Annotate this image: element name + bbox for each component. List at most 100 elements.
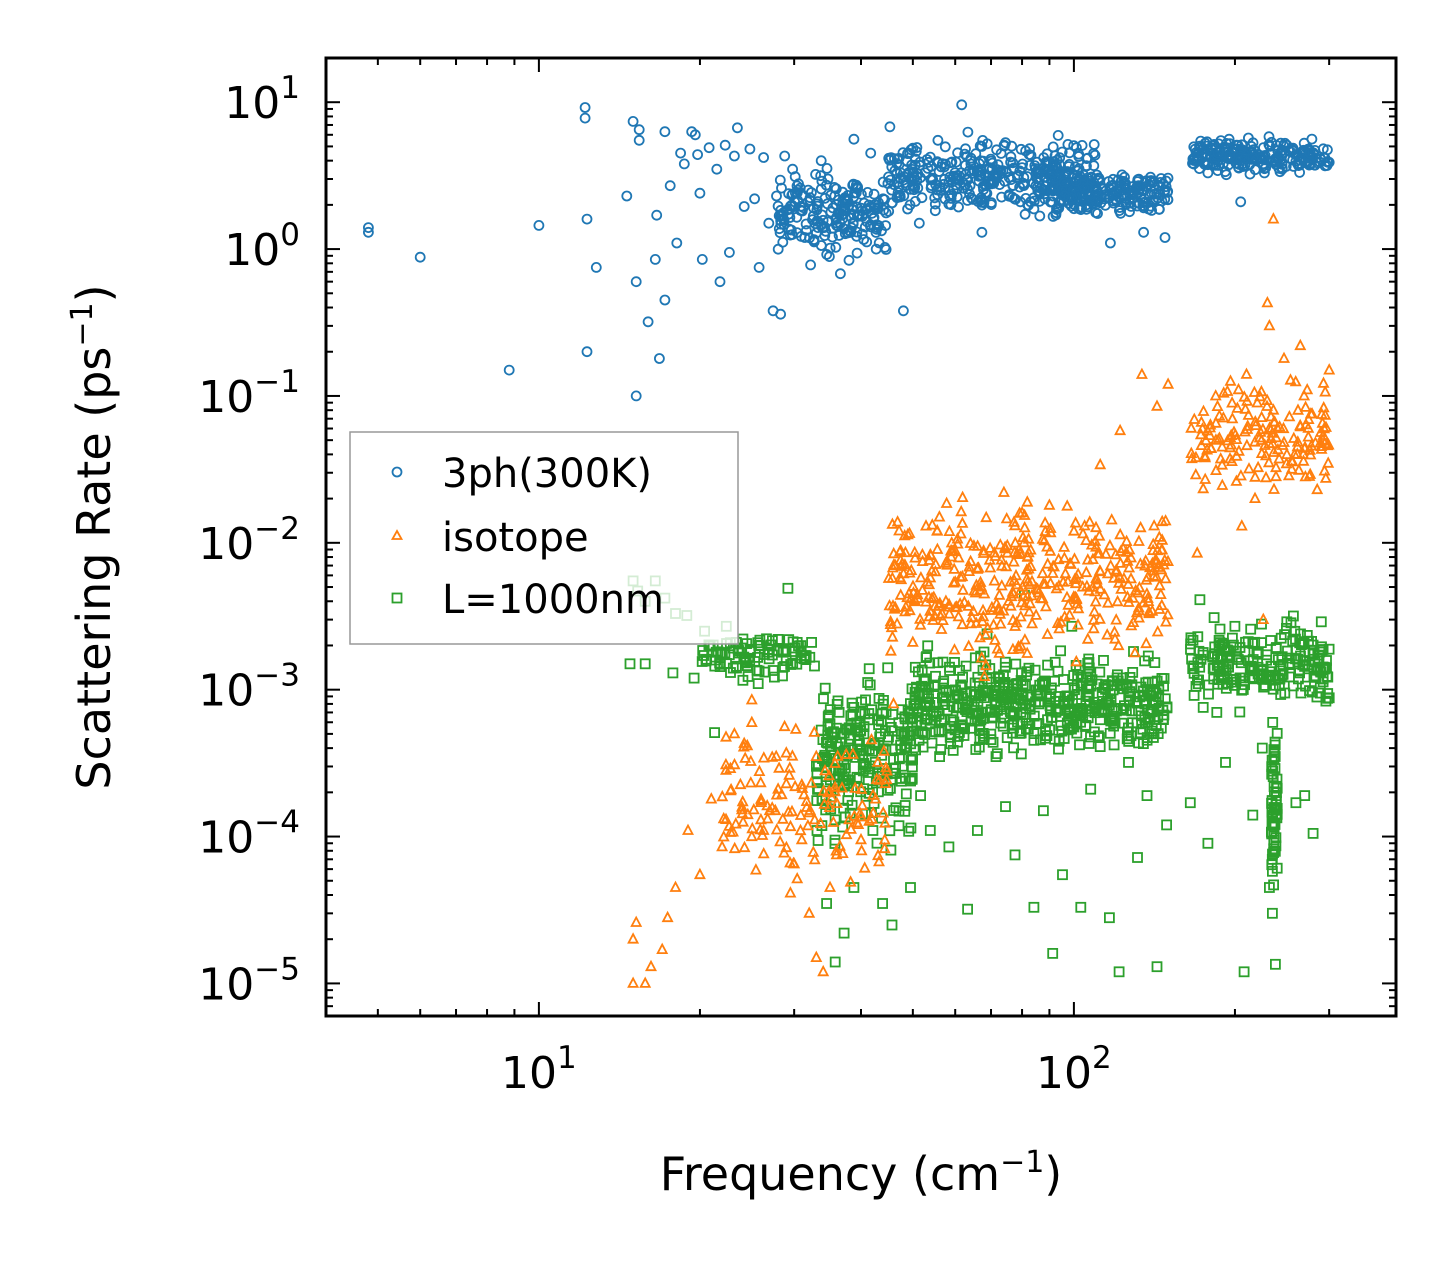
point-isotope	[1249, 414, 1262, 427]
point-isotope	[1317, 376, 1330, 388]
point-l1000nm	[899, 800, 911, 811]
point-isotope	[745, 715, 758, 727]
point-isotope	[855, 843, 868, 856]
point-isotope	[1083, 515, 1096, 527]
point-3ph	[841, 193, 853, 205]
point-isotope	[778, 719, 791, 732]
point-isotope	[1014, 610, 1027, 622]
point-l1000nm	[952, 702, 963, 714]
point-isotope	[1319, 385, 1332, 397]
point-3ph	[898, 305, 909, 317]
point-3ph	[1005, 151, 1017, 163]
point-3ph	[749, 193, 760, 205]
point-isotope	[1030, 581, 1043, 593]
point-isotope	[990, 596, 1003, 609]
point-isotope	[1155, 562, 1168, 575]
point-l1000nm	[1142, 650, 1154, 662]
point-3ph	[1304, 147, 1316, 159]
point-l1000nm	[1270, 958, 1281, 970]
point-3ph	[1052, 129, 1064, 141]
point-isotope	[645, 959, 657, 972]
point-l1000nm	[737, 674, 749, 686]
point-l1000nm	[1102, 696, 1114, 707]
point-isotope	[988, 574, 1001, 586]
point-3ph	[815, 155, 827, 167]
point-3ph	[689, 129, 701, 141]
point-isotope	[1132, 603, 1145, 616]
point-isotope	[1261, 399, 1273, 411]
point-3ph	[1028, 203, 1040, 215]
point-isotope	[884, 617, 897, 629]
point-isotope	[994, 617, 1007, 629]
point-isotope	[1267, 403, 1280, 415]
point-l1000nm	[991, 748, 1003, 760]
point-isotope	[1212, 433, 1225, 445]
point-3ph	[877, 193, 889, 205]
point-l1000nm	[935, 744, 947, 755]
point-isotope	[956, 516, 969, 528]
point-isotope	[1259, 448, 1272, 461]
point-3ph	[830, 214, 842, 225]
point-l1000nm	[924, 657, 936, 669]
point-3ph	[621, 190, 633, 202]
point-l1000nm	[1085, 783, 1097, 795]
point-3ph	[944, 190, 956, 202]
point-isotope	[829, 756, 841, 768]
point-l1000nm	[752, 637, 764, 649]
point-isotope	[773, 761, 786, 773]
point-isotope	[723, 819, 736, 831]
point-isotope	[1199, 450, 1212, 463]
point-isotope	[1014, 583, 1027, 596]
point-3ph	[1160, 175, 1172, 187]
point-isotope	[1242, 408, 1255, 420]
point-l1000nm	[1245, 623, 1257, 635]
point-3ph	[1070, 175, 1082, 187]
point-3ph	[913, 217, 925, 229]
legend-marker-l1000nm	[391, 592, 403, 604]
point-3ph	[1258, 160, 1269, 172]
point-l1000nm	[1148, 732, 1159, 743]
point-l1000nm	[1277, 659, 1289, 670]
point-3ph	[630, 276, 642, 288]
point-isotope	[736, 806, 749, 819]
x-tick-label: 102	[1036, 1040, 1112, 1099]
point-isotope	[956, 569, 969, 582]
point-isotope	[1070, 591, 1083, 603]
point-l1000nm	[1067, 720, 1079, 732]
point-3ph	[659, 126, 671, 138]
x-tick-label: 101	[501, 1040, 577, 1099]
point-3ph	[1018, 180, 1030, 191]
point-isotope	[1134, 520, 1147, 533]
point-3ph	[1247, 152, 1259, 163]
point-l1000nm	[624, 658, 636, 670]
point-l1000nm	[829, 814, 841, 826]
point-l1000nm	[1264, 666, 1276, 678]
point-l1000nm	[1105, 694, 1117, 706]
point-l1000nm	[1016, 667, 1027, 679]
point-isotope	[909, 551, 922, 563]
point-l1000nm	[740, 654, 752, 666]
point-isotope	[1285, 454, 1298, 466]
point-l1000nm	[893, 805, 905, 817]
point-3ph	[1019, 208, 1031, 220]
point-3ph	[633, 134, 645, 146]
point-l1000nm	[993, 679, 1005, 691]
point-isotope	[1197, 404, 1210, 416]
point-3ph	[590, 261, 602, 273]
point-isotope	[1257, 612, 1270, 624]
point-isotope	[1061, 590, 1073, 602]
point-isotope	[869, 792, 882, 804]
y-tick-label: 100	[224, 217, 300, 276]
point-3ph	[935, 184, 947, 196]
point-l1000nm	[1068, 670, 1080, 681]
point-isotope	[753, 764, 766, 776]
point-l1000nm	[970, 744, 982, 755]
point-l1000nm	[1276, 651, 1288, 663]
point-isotope	[1009, 619, 1022, 631]
point-l1000nm	[1267, 683, 1279, 695]
point-l1000nm	[972, 715, 983, 727]
point-isotope	[1069, 516, 1082, 528]
point-isotope	[886, 517, 899, 529]
point-isotope	[1086, 580, 1099, 592]
point-3ph	[953, 201, 964, 213]
